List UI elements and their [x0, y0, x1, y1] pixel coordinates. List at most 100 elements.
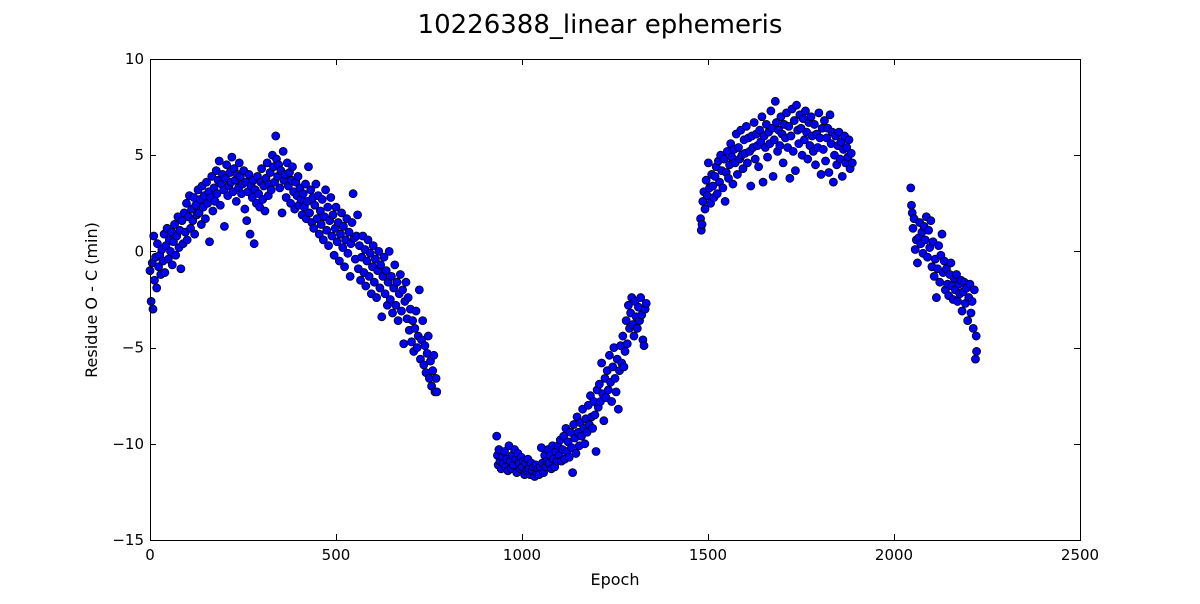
- data-point-474: [770, 96, 780, 106]
- data-point-587: [953, 297, 963, 306]
- y-tick-label-3: −5: [122, 339, 144, 357]
- data-point-563: [926, 216, 936, 226]
- data-point-493: [792, 100, 801, 110]
- data-point-243: [403, 293, 413, 302]
- data-point-547: [908, 223, 918, 233]
- data-point-57: [205, 237, 214, 247]
- data-point-234: [393, 316, 403, 326]
- data-point-571: [935, 277, 945, 287]
- data-point-221: [379, 252, 389, 262]
- data-point-462: [757, 112, 767, 122]
- data-point-363: [594, 379, 604, 389]
- data-point-189: [345, 272, 355, 281]
- data-point-490: [788, 146, 798, 156]
- data-point-513: [814, 108, 824, 118]
- data-point-378: [611, 387, 621, 397]
- data-point-558: [920, 235, 930, 245]
- data-point-472: [768, 171, 778, 181]
- data-point-211: [368, 241, 378, 251]
- data-point-560: [923, 252, 932, 262]
- data-point-246: [407, 337, 416, 347]
- data-point-486: [784, 121, 794, 131]
- data-point-456: [750, 154, 760, 164]
- data-point-561: [924, 225, 933, 235]
- data-point-150: [304, 162, 313, 172]
- data-point-171: [326, 193, 336, 202]
- data-point-258: [420, 341, 430, 351]
- data-point-478: [775, 141, 785, 150]
- data-point-73: [222, 160, 232, 170]
- data-point-156: [310, 200, 320, 210]
- data-point-599: [966, 308, 976, 318]
- data-point-534: [837, 171, 847, 181]
- data-point-237: [397, 306, 406, 316]
- data-point-522: [824, 168, 834, 177]
- data-point-238: [398, 285, 407, 295]
- data-point-509: [809, 120, 819, 129]
- data-point-371: [603, 385, 613, 395]
- data-point-35: [182, 198, 191, 208]
- data-point-448: [741, 121, 751, 131]
- data-point-503: [803, 154, 813, 164]
- data-point-596: [963, 316, 973, 326]
- data-point-25: [171, 250, 181, 260]
- data-point-598: [965, 279, 975, 289]
- data-point-219: [377, 312, 387, 322]
- x-tick-label-1: 500: [322, 546, 351, 564]
- data-point-208: [365, 248, 375, 258]
- data-point-192: [348, 189, 358, 199]
- data-point-265: [428, 366, 438, 376]
- data-point-94: [244, 170, 254, 179]
- data-point-164: [318, 235, 328, 245]
- data-point-227: [385, 295, 395, 304]
- data-point-268: [431, 373, 441, 383]
- data-point-173: [328, 210, 338, 220]
- data-point-90: [240, 204, 250, 214]
- x-axis-label: Epoch: [591, 570, 640, 589]
- data-point-67: [215, 200, 225, 210]
- data-point-336: [564, 452, 574, 462]
- data-point-518: [820, 116, 829, 125]
- data-point-106: [257, 164, 267, 174]
- data-point-196: [353, 210, 362, 220]
- data-point-43: [190, 229, 200, 239]
- data-point-233: [392, 277, 402, 287]
- data-point-184: [340, 262, 349, 272]
- data-point-506: [806, 112, 816, 122]
- data-point-53: [201, 214, 210, 224]
- data-point-247: [408, 316, 418, 326]
- data-point-549: [910, 245, 920, 254]
- chart-title: 10226388_linear ephemeris: [418, 10, 783, 40]
- data-point-441: [734, 143, 743, 152]
- data-point-5: [150, 275, 159, 285]
- data-point-515: [816, 170, 826, 179]
- data-point-92: [242, 216, 252, 226]
- data-point-250: [411, 306, 421, 316]
- data-point-172: [327, 231, 337, 241]
- data-point-187: [343, 248, 353, 258]
- data-point-71: [219, 221, 229, 231]
- data-point-523: [825, 110, 835, 120]
- data-point-82: [231, 196, 241, 206]
- data-point-213: [371, 254, 380, 264]
- data-point-109: [260, 206, 270, 216]
- data-point-375: [608, 362, 618, 372]
- data-point-251: [412, 343, 422, 353]
- data-point-85: [234, 158, 244, 168]
- data-point-350: [580, 439, 590, 449]
- data-point-179: [334, 256, 344, 266]
- data-point-99: [249, 239, 259, 249]
- data-point-24: [170, 220, 179, 229]
- data-point-78: [227, 152, 237, 162]
- data-point-212: [369, 277, 379, 287]
- x-tick-label-5: 2500: [1061, 546, 1099, 564]
- data-point-115: [266, 185, 276, 195]
- data-point-440: [732, 170, 742, 179]
- data-point-473: [769, 135, 779, 145]
- data-point-388: [622, 339, 632, 349]
- data-point-217: [375, 283, 385, 293]
- data-point-418: [708, 181, 718, 191]
